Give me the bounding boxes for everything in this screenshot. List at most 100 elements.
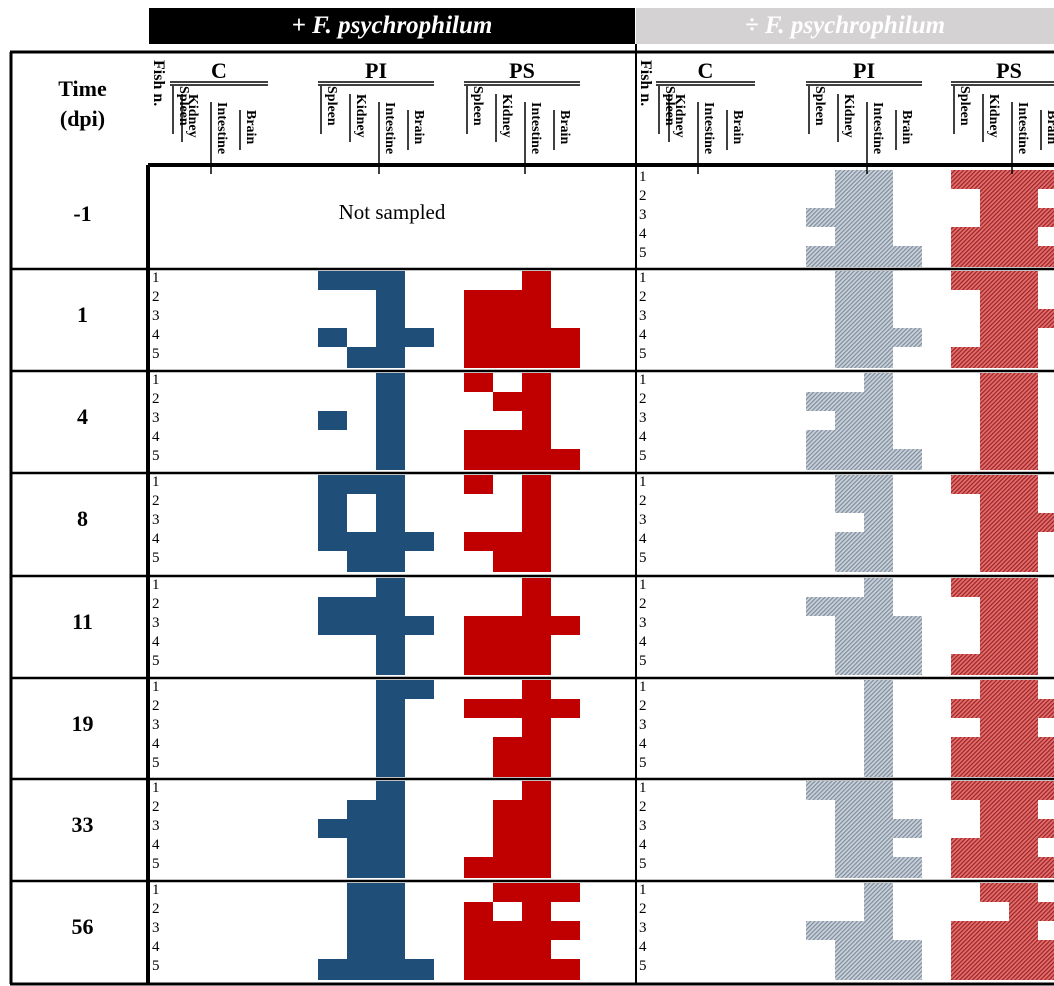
- pi-negative-cell: [835, 449, 864, 470]
- pi-negative-cell: [864, 800, 893, 819]
- ps-negative-cell: [980, 551, 1009, 572]
- ps-positive-cell: [464, 857, 493, 878]
- pi-negative-cell: [835, 532, 864, 551]
- pi-positive-cell: [405, 616, 434, 635]
- pi-positive-cell: [376, 800, 405, 819]
- ps-negative-cell: [1009, 635, 1038, 654]
- ps-negative-cell: [980, 411, 1009, 430]
- ps-negative-cell: [1009, 921, 1038, 940]
- fish-number: 4: [639, 634, 647, 650]
- ps-positive-cell: [522, 347, 551, 368]
- ps-positive-cell: [464, 699, 493, 718]
- fish-number: 4: [152, 939, 160, 955]
- ps-positive-cell: [464, 290, 493, 309]
- pi-negative-cell: [835, 430, 864, 449]
- pi-negative-cell: [864, 227, 893, 246]
- pi-positive-cell: [376, 737, 405, 756]
- group-header-ps: PS: [996, 58, 1022, 83]
- ps-positive-cell: [522, 635, 551, 654]
- ps-negative-cell: [980, 781, 1009, 800]
- pi-positive-cell: [347, 857, 376, 878]
- pi-positive-cell: [347, 475, 376, 494]
- organ-label-kidney: Kidney: [353, 94, 368, 138]
- ps-negative-cell: [980, 494, 1009, 513]
- pi-positive-cell: [318, 494, 347, 513]
- header-positive-infection: + F. psychrophilum: [149, 8, 635, 44]
- fish-number: 2: [152, 289, 160, 305]
- pi-positive-cell: [347, 819, 376, 838]
- fish-number: 3: [152, 615, 160, 631]
- ps-negative-cell: [980, 532, 1009, 551]
- pi-negative-cell: [864, 449, 893, 470]
- pi-negative-cell: [864, 959, 893, 980]
- pi-negative-cell: [835, 654, 864, 675]
- pi-positive-cell: [405, 680, 434, 699]
- ps-negative-cell: [1009, 449, 1038, 470]
- ps-positive-cell: [493, 699, 522, 718]
- organ-label-brain: Brain: [411, 110, 426, 145]
- fish-number: 5: [152, 550, 160, 566]
- pi-negative-cell: [864, 271, 893, 290]
- ps-positive-cell: [522, 902, 551, 921]
- pi-negative-cell: [864, 430, 893, 449]
- ps-negative-cell: [951, 475, 980, 494]
- ps-negative-cell: [1009, 737, 1038, 756]
- organ-label-intestine: Intestine: [701, 102, 716, 155]
- pi-positive-cell: [376, 578, 405, 597]
- fish-number: 2: [152, 596, 160, 612]
- fish-number: 5: [639, 448, 647, 464]
- fish-number: 1: [152, 882, 160, 898]
- ps-negative-cell: [1009, 756, 1038, 777]
- ps-negative-cell: [951, 654, 980, 675]
- ps-negative-cell: [1009, 597, 1038, 616]
- fish-number: 4: [152, 327, 160, 343]
- ps-negative-cell: [1038, 513, 1054, 532]
- fish-number: 1: [639, 474, 647, 490]
- organ-label-brain: Brain: [243, 110, 258, 145]
- fish-number: 3: [639, 615, 647, 631]
- ps-negative-cell: [980, 373, 1009, 392]
- ps-negative-cell: [1009, 494, 1038, 513]
- pi-negative-cell: [806, 430, 835, 449]
- ps-negative-cell: [1009, 959, 1038, 980]
- fish-number: 2: [152, 391, 160, 407]
- ps-negative-cell: [951, 781, 980, 800]
- ps-positive-cell: [522, 392, 551, 411]
- pi-negative-cell: [835, 616, 864, 635]
- fish-number: 1: [639, 270, 647, 286]
- fish-number: 5: [152, 958, 160, 974]
- ps-positive-cell: [493, 940, 522, 959]
- ps-negative-cell: [1038, 737, 1054, 756]
- ps-negative-cell: [1009, 800, 1038, 819]
- ps-negative-cell: [980, 347, 1009, 368]
- ps-negative-cell: [1009, 373, 1038, 392]
- pi-negative-cell: [893, 635, 922, 654]
- ps-positive-cell: [522, 430, 551, 449]
- fish-number: 2: [639, 901, 647, 917]
- pi-negative-cell: [806, 449, 835, 470]
- ps-negative-cell: [1009, 532, 1038, 551]
- fish-number: 2: [639, 596, 647, 612]
- pi-negative-cell: [835, 819, 864, 838]
- ps-positive-cell: [522, 309, 551, 328]
- ps-negative-cell: [1009, 411, 1038, 430]
- pi-positive-cell: [376, 392, 405, 411]
- pi-positive-cell: [347, 838, 376, 857]
- ps-negative-cell: [980, 800, 1009, 819]
- pi-positive-cell: [376, 494, 405, 513]
- ps-positive-cell: [493, 756, 522, 777]
- pi-negative-cell: [864, 189, 893, 208]
- ps-positive-cell: [522, 883, 551, 902]
- pi-positive-cell: [347, 902, 376, 921]
- ps-negative-cell: [1009, 170, 1038, 189]
- fish-number: 2: [639, 493, 647, 509]
- time-unit-label: (dpi): [59, 106, 106, 131]
- ps-negative-cell: [1009, 781, 1038, 800]
- pi-negative-cell: [864, 616, 893, 635]
- ps-negative-cell: [980, 616, 1009, 635]
- organ-label-intestine: Intestine: [382, 102, 397, 155]
- organ-label-intestine: Intestine: [528, 102, 543, 155]
- pi-positive-cell: [376, 309, 405, 328]
- organ-label-kidney: Kidney: [986, 94, 1001, 138]
